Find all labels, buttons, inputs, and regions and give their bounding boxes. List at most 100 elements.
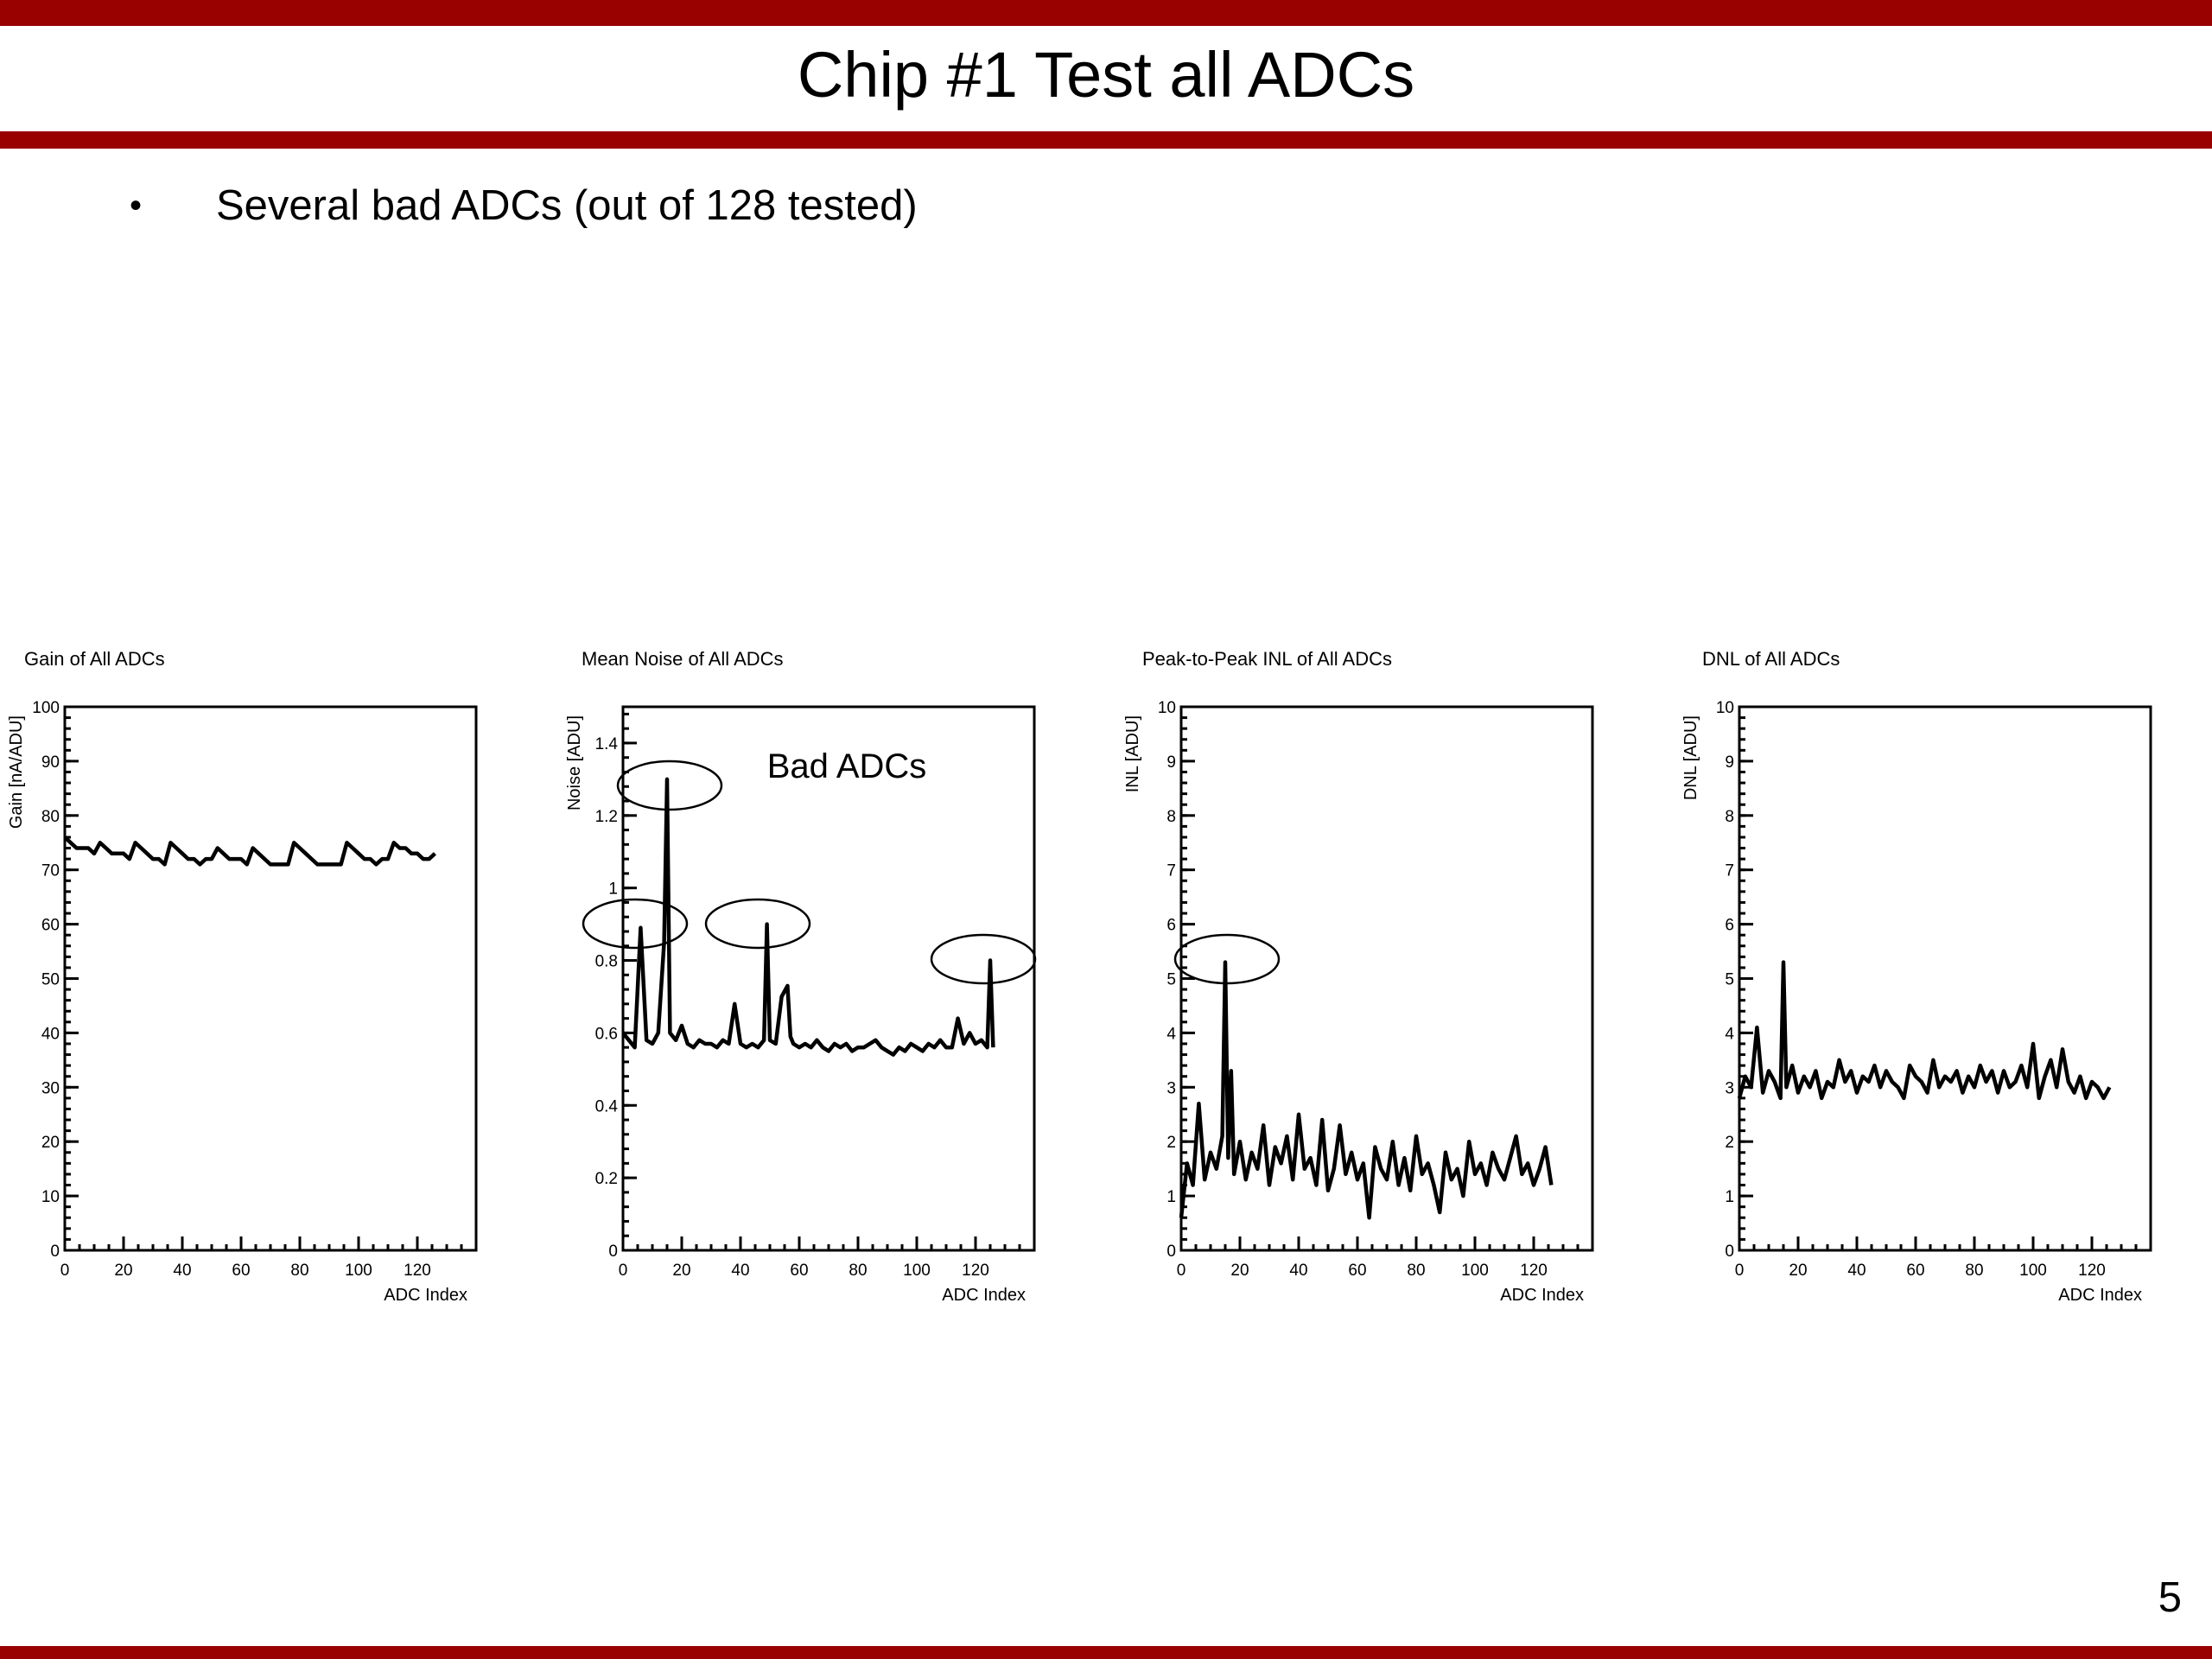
x-tick-label: 40 xyxy=(1847,1262,1866,1280)
y-tick-label: 9 xyxy=(1725,753,1734,772)
y-axis-label: INL [ADU] xyxy=(1123,715,1142,792)
x-tick-label: 20 xyxy=(114,1262,132,1280)
x-tick-label: 120 xyxy=(404,1262,431,1280)
y-tick-label: 90 xyxy=(41,753,60,772)
chart-title: DNL of All ADCs xyxy=(1702,648,1840,670)
bullet-dot: • xyxy=(130,187,143,225)
x-tick-label: 0 xyxy=(619,1262,628,1280)
x-tick-label: 100 xyxy=(345,1262,372,1280)
y-tick-label: 10 xyxy=(1158,699,1176,717)
y-tick-label: 5 xyxy=(1725,971,1734,989)
y-tick-label: 4 xyxy=(1166,1025,1176,1043)
y-axis-label: DNL [ADU] xyxy=(1681,715,1700,800)
x-tick-label: 60 xyxy=(1348,1262,1366,1280)
data-series-line xyxy=(621,777,995,1057)
y-tick-label: 3 xyxy=(1166,1079,1176,1097)
x-tick-label: 0 xyxy=(60,1262,70,1280)
x-tick-label: 100 xyxy=(903,1262,931,1280)
x-tick-label: 40 xyxy=(1289,1262,1307,1280)
bad-adc-circle xyxy=(616,760,723,811)
y-axis-label: Noise [ADU] xyxy=(565,715,584,810)
x-tick-label: 40 xyxy=(173,1262,191,1280)
x-tick-label: 80 xyxy=(1407,1262,1425,1280)
y-tick-label: 100 xyxy=(32,699,60,717)
y-axis-label: Gain [nA/ADU] xyxy=(7,715,26,829)
x-tick-label: 100 xyxy=(2019,1262,2047,1280)
plot-frame xyxy=(621,705,1036,1252)
chart-title: Gain of All ADCs xyxy=(24,648,165,670)
y-tick-label: 0 xyxy=(50,1243,60,1261)
data-series-line xyxy=(1179,960,1554,1220)
top-accent-bar xyxy=(0,0,2212,26)
x-tick-label: 20 xyxy=(1230,1262,1249,1280)
chart-panel: DNL of All ADCs 0 20 40 60 80 100 120 0 1 2 3 4 5 6 7 8 9… xyxy=(1681,648,2152,1305)
y-tick-label: 0.4 xyxy=(595,1097,619,1116)
x-tick-label: 60 xyxy=(790,1262,808,1280)
y-tick-label: 60 xyxy=(41,917,60,935)
y-tick-label: 30 xyxy=(41,1079,60,1097)
y-tick-label: 0.2 xyxy=(595,1170,618,1188)
y-tick-label: 40 xyxy=(41,1025,60,1043)
bad-adc-circle xyxy=(1173,933,1281,985)
chart-title: Peak-to-Peak INL of All ADCs xyxy=(1142,648,1392,670)
y-tick-label: 5 xyxy=(1166,971,1176,989)
header-rule xyxy=(0,131,2212,149)
y-tick-label: 10 xyxy=(1716,699,1734,717)
x-tick-label: 120 xyxy=(2078,1262,2106,1280)
x-tick-label: 20 xyxy=(1789,1262,1807,1280)
y-tick-label: 0 xyxy=(608,1243,618,1261)
y-tick-label: 2 xyxy=(1725,1134,1734,1152)
x-tick-label: 80 xyxy=(1965,1262,1983,1280)
chart-panel: Gain of All ADCs 0 20 40 60 80 100 120 0 10 20 30 40… xyxy=(7,648,478,1305)
x-tick-label: 0 xyxy=(1735,1262,1745,1280)
y-tick-label: 0.8 xyxy=(595,953,618,971)
y-tick-label: 8 xyxy=(1166,808,1176,826)
bad-adc-circle xyxy=(930,933,1037,985)
data-series-line xyxy=(1737,960,2112,1101)
y-tick-label: 0 xyxy=(1725,1243,1734,1261)
bad-adc-circle xyxy=(704,898,811,950)
bottom-accent-bar xyxy=(0,1646,2212,1659)
annotation-label: Bad ADCs xyxy=(767,747,927,785)
x-tick-label: 40 xyxy=(731,1262,749,1280)
bullet-text: Several bad ADCs (out of 128 tested) xyxy=(216,182,918,229)
x-tick-label: 120 xyxy=(1520,1262,1548,1280)
x-tick-label: 60 xyxy=(232,1262,250,1280)
y-tick-label: 80 xyxy=(41,808,60,826)
y-tick-label: 8 xyxy=(1725,808,1734,826)
y-tick-label: 20 xyxy=(41,1134,60,1152)
page-number: 5 xyxy=(2158,1574,2182,1621)
x-tick-label: 0 xyxy=(1177,1262,1186,1280)
bad-adc-circle xyxy=(582,898,689,950)
y-tick-label: 0 xyxy=(1166,1243,1176,1261)
x-axis-label: ADC Index xyxy=(384,1286,467,1305)
y-tick-label: 2 xyxy=(1166,1134,1176,1152)
x-tick-label: 120 xyxy=(962,1262,989,1280)
y-tick-label: 1 xyxy=(1166,1188,1176,1206)
y-tick-label: 4 xyxy=(1725,1025,1734,1043)
y-tick-label: 70 xyxy=(41,862,60,880)
data-series-line xyxy=(63,836,436,867)
x-tick-label: 100 xyxy=(1461,1262,1489,1280)
y-tick-label: 1 xyxy=(1725,1188,1734,1206)
x-axis-label: ADC Index xyxy=(942,1286,1026,1305)
y-tick-label: 1 xyxy=(608,880,618,899)
plot-frame xyxy=(63,705,478,1252)
chart-title: Mean Noise of All ADCs xyxy=(582,648,784,670)
y-tick-label: 1.2 xyxy=(595,808,618,826)
x-axis-label: ADC Index xyxy=(2058,1286,2142,1305)
x-tick-label: 80 xyxy=(849,1262,867,1280)
y-tick-label: 6 xyxy=(1166,917,1176,935)
y-tick-label: 50 xyxy=(41,971,60,989)
x-tick-label: 80 xyxy=(290,1262,308,1280)
x-tick-label: 60 xyxy=(1906,1262,1924,1280)
y-tick-label: 7 xyxy=(1166,862,1176,880)
y-tick-label: 3 xyxy=(1725,1079,1734,1097)
y-tick-label: 10 xyxy=(41,1188,60,1206)
y-tick-label: 6 xyxy=(1725,917,1734,935)
y-tick-label: 7 xyxy=(1725,862,1734,880)
x-axis-label: ADC Index xyxy=(1500,1286,1584,1305)
plot-frame xyxy=(1738,705,2152,1252)
